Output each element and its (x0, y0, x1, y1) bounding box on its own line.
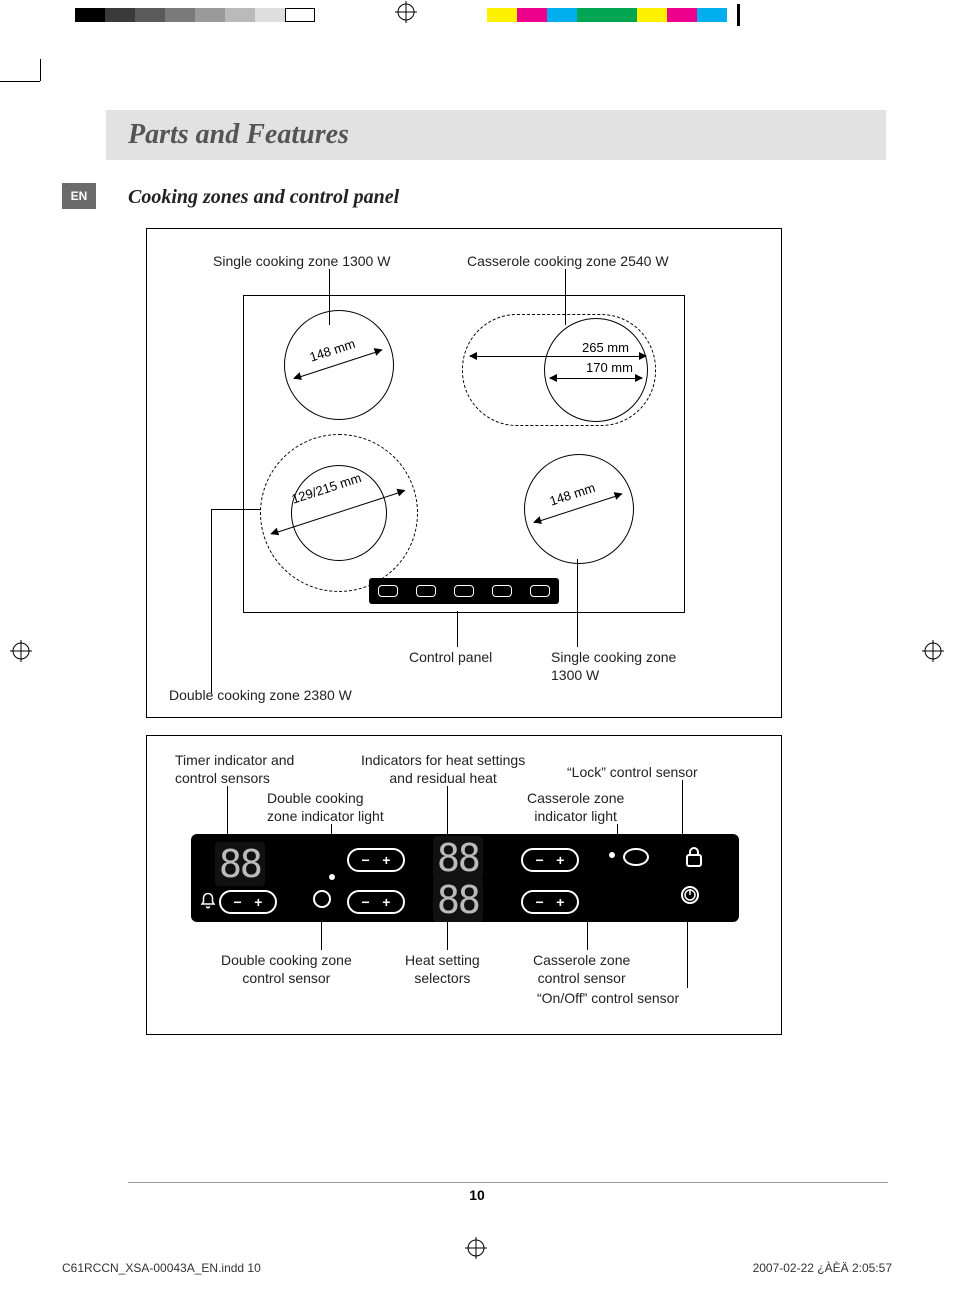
heat-selector-fl[interactable]: −+ (347, 890, 405, 914)
heat-selector-rl[interactable]: −+ (347, 848, 405, 872)
colorbar-end (737, 4, 740, 26)
control-panel-figure: Timer indicator and control sensors Indi… (146, 735, 782, 1035)
leader-bl-v (211, 509, 212, 693)
double-zone-indicator (329, 874, 335, 880)
heat-selector-fr[interactable]: −+ (521, 890, 579, 914)
footer-rule (128, 1182, 888, 1183)
page-number: 10 (0, 1187, 954, 1203)
timer-pm-buttons[interactable]: −+ (219, 890, 277, 914)
registration-mark-left (10, 640, 32, 668)
footer-timestamp: 2007-02-22 ¿ÀÈÄ 2:05:57 (753, 1261, 892, 1275)
registration-mark-top (395, 1, 417, 29)
dim-tr1: 265 mm (582, 340, 629, 355)
bell-icon (199, 892, 217, 915)
leader-br (577, 559, 578, 647)
control-panel-mini (369, 578, 559, 604)
crop-mark-tl (0, 59, 60, 119)
label-heat-selectors: Heat setting selectors (405, 952, 480, 987)
label-double-zone: Double cooking zone 2380 W (169, 687, 352, 705)
hob-outline: 148 mm 265 mm 170 mm 129/215 mm 148 mm (243, 295, 685, 613)
leader-bl-h (211, 509, 261, 510)
language-tag: EN (62, 183, 96, 209)
power-sensor[interactable] (681, 886, 699, 904)
leader-onoff (687, 922, 688, 988)
label-timer: Timer indicator and control sensors (175, 752, 294, 787)
casserole-zone-sensor[interactable] (623, 848, 649, 866)
grayscale-swatches (75, 8, 315, 22)
label-single-zone-tl: Single cooking zone 1300 W (213, 253, 390, 271)
control-panel: 88 −+ −+ −+ 88 88 −+ −+ (191, 834, 739, 922)
leader-heat-ind (447, 786, 448, 840)
label-casserole-zone: Casserole cooking zone 2540 W (467, 253, 669, 271)
leader-cass-ctrl (587, 922, 588, 950)
label-double-ctrl: Double cooking zone control sensor (221, 952, 352, 987)
subsection-title: Cooking zones and control panel (128, 186, 399, 209)
leader-timer (227, 786, 228, 840)
section-header: Parts and Features (106, 110, 886, 160)
label-casserole-light: Casserole zone indicator light (527, 790, 624, 825)
label-control-panel: Control panel (409, 649, 492, 667)
leader-dbl-ctrl (321, 922, 322, 950)
footer-filename: C61RCCN_XSA-00043A_EN.indd 10 (62, 1261, 261, 1275)
lock-icon[interactable] (685, 846, 703, 873)
leader-lock (682, 780, 683, 840)
label-onoff-sensor: “On/Off” control sensor (537, 990, 679, 1008)
timer-display: 88 (215, 842, 265, 886)
cooking-zones-figure: Single cooking zone 1300 W Casserole coo… (146, 228, 782, 718)
leader-heat-sel (447, 922, 448, 950)
label-heat-indicators: Indicators for heat settings and residua… (361, 752, 525, 787)
dim-tr2: 170 mm (586, 360, 633, 375)
label-single-zone-br: Single cooking zone 1300 W (551, 649, 676, 684)
label-lock-sensor: “Lock” control sensor (567, 764, 698, 782)
heat-display-bottom: 88 (433, 878, 483, 922)
heat-selector-rr[interactable]: −+ (521, 848, 579, 872)
casserole-indicator (609, 852, 615, 858)
registration-mark-bottom (465, 1237, 487, 1265)
leader-cp (457, 611, 458, 647)
heat-display-top: 88 (433, 836, 483, 880)
label-double-light: Double cooking zone indicator light (267, 790, 384, 825)
zone-single-br (524, 454, 634, 564)
color-swatches (487, 8, 727, 22)
print-colorbar (0, 4, 954, 26)
label-casserole-ctrl: Casserole zone control sensor (533, 952, 630, 987)
registration-mark-right (922, 640, 944, 668)
double-zone-sensor[interactable] (313, 890, 331, 908)
zone-single-tl (284, 310, 394, 420)
section-title: Parts and Features (128, 119, 349, 151)
